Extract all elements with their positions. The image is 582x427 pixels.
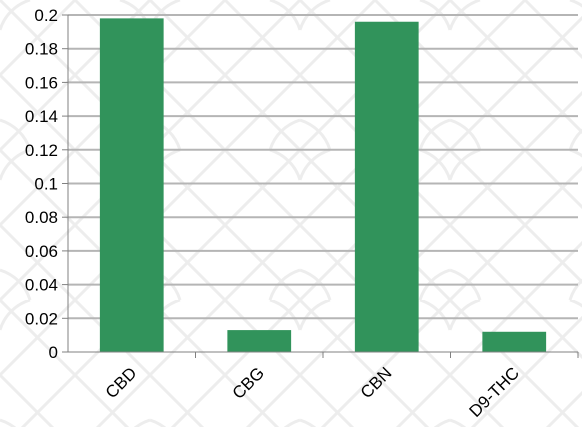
bar-cbd: [99, 18, 164, 353]
y-tick-label: 0.2: [34, 6, 58, 25]
y-tick-label: 0.02: [25, 309, 58, 328]
y-tick-label: 0.18: [25, 40, 58, 59]
y-tick-label: 0.1: [34, 175, 58, 194]
bar-cbg: [227, 330, 292, 352]
y-tick-label: 0.14: [25, 107, 58, 126]
bars: [99, 18, 547, 353]
bar-d9-thc: [482, 331, 547, 352]
y-tick-label: 0.06: [25, 242, 58, 261]
bar-cbn: [354, 21, 419, 353]
y-tick-label: 0.12: [25, 141, 58, 160]
y-tick-label: 0.04: [25, 276, 58, 295]
y-tick-labels: 0 0.02 0.04 0.06 0.08 0.1 0.12 0.14 0.16 0.18 0.2: [25, 6, 58, 362]
axes: [67, 15, 579, 358]
y-tick-label: 0.16: [25, 73, 58, 92]
y-tick-label: 0.08: [25, 208, 58, 227]
y-tick-label: 0: [49, 343, 58, 362]
